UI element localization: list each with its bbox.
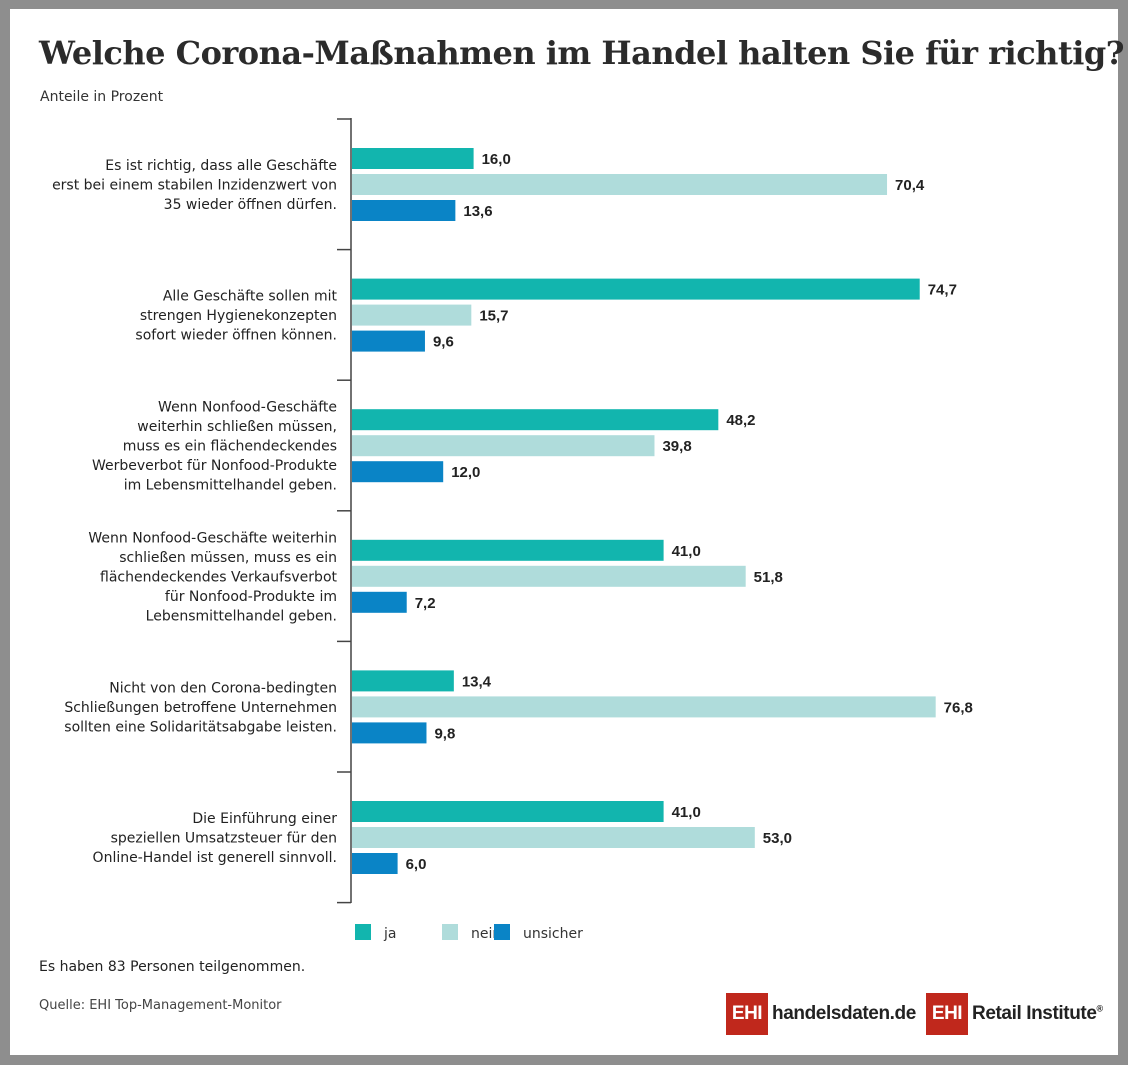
retail-institute-logo[interactable]: EHI Retail Institute® <box>926 993 1103 1035</box>
category-label: speziellen Umsatzsteuer für den <box>111 831 337 847</box>
bar-nein <box>352 435 655 457</box>
chart-title: Welche Corona-Maßnahmen im Handel halten… <box>39 34 1125 72</box>
data-label: 7,2 <box>415 595 436 612</box>
bar-ja <box>352 670 454 692</box>
retail-institute-text: Retail Institute <box>972 1003 1097 1024</box>
category-label: flächendeckendes Verkaufsverbot <box>100 569 337 585</box>
retail-institute-logo-text: Retail Institute® <box>972 1003 1103 1025</box>
source-note: Quelle: EHI Top-Management-Monitor <box>39 998 282 1013</box>
data-label: 9,8 <box>434 725 455 742</box>
data-label: 41,0 <box>672 804 701 821</box>
category-label: Lebensmittelhandel geben. <box>146 608 337 624</box>
data-label: 13,4 <box>462 673 492 690</box>
legend-label: nein <box>471 926 501 942</box>
bar-unsicher <box>352 591 407 613</box>
category-label: strengen Hygienekonzepten <box>140 308 337 324</box>
bar-ja <box>352 148 474 169</box>
data-label: 70,4 <box>895 177 925 194</box>
category-label: Alle Geschäfte sollen mit <box>163 289 338 305</box>
bar-ja <box>352 801 664 822</box>
handelsdaten-logo[interactable]: EHI handelsdaten.de <box>726 993 916 1035</box>
category-label: Schließungen betroffene Unternehmen <box>64 700 337 716</box>
bar-nein <box>352 565 746 587</box>
bar-unsicher <box>352 330 425 352</box>
data-label: 51,8 <box>754 569 783 586</box>
bar-nein <box>352 304 472 326</box>
data-label: 74,7 <box>928 282 957 299</box>
bar-nein <box>352 827 755 848</box>
data-label: 48,2 <box>726 412 755 429</box>
category-label: weiterhin schließen müssen, <box>137 419 337 435</box>
participants-note: Es haben 83 Personen teilgenommen. <box>39 959 306 975</box>
category-label: Wenn Nonfood-Geschäfte weiterhin <box>88 530 337 546</box>
legend-label: ja <box>383 926 396 942</box>
handelsdaten-logo-text: handelsdaten.de <box>772 1003 916 1024</box>
legend-swatch-ja <box>355 924 371 940</box>
bar-unsicher <box>352 200 456 221</box>
bar-unsicher <box>352 461 444 483</box>
data-label: 16,0 <box>482 151 511 168</box>
category-label: Online-Handel ist generell sinnvoll. <box>93 850 337 866</box>
category-label: sofort wieder öffnen können. <box>135 328 337 344</box>
category-label: im Lebensmittelhandel geben. <box>124 478 337 494</box>
bar-chart: Es ist richtig, dass alle Geschäfte erst … <box>52 118 973 942</box>
data-label: 12,0 <box>451 464 480 481</box>
chart-subtitle: Anteile in Prozent <box>40 89 164 105</box>
bar-nein <box>352 696 936 718</box>
category-label: Nicht von den Corona-bedingten <box>109 680 337 696</box>
category-label: Werbeverbot für Nonfood-Produkte <box>92 458 337 474</box>
bar-nein <box>352 174 888 195</box>
category-label: für Nonfood-Produkte im <box>165 589 337 605</box>
data-label: 6,0 <box>406 856 427 873</box>
category-label: Wenn Nonfood-Geschäfte <box>158 400 337 416</box>
bar-ja <box>352 539 664 561</box>
legend-label: unsicher <box>523 926 583 942</box>
data-label: 39,8 <box>662 438 691 455</box>
data-label: 9,6 <box>433 334 454 351</box>
data-label: 76,8 <box>944 699 973 716</box>
bar-unsicher <box>352 853 398 874</box>
category-label: 35 wieder öffnen dürfen. <box>164 197 337 213</box>
category-label: muss es ein flächendeckendes <box>123 439 337 455</box>
category-label: sollten eine Solidaritätsabgabe leisten. <box>64 719 337 735</box>
category-label: erst bei einem stabilen Inzidenzwert von <box>52 178 337 194</box>
legend-swatch-unsicher <box>494 924 510 940</box>
data-label: 41,0 <box>672 543 701 560</box>
ehi-logo-box: EHI <box>926 993 968 1035</box>
bar-ja <box>352 278 920 300</box>
category-label: schließen müssen, muss es ein <box>119 550 337 566</box>
registered-mark: ® <box>1096 1003 1104 1014</box>
category-label: Die Einführung einer <box>192 811 337 827</box>
legend-swatch-nein <box>442 924 458 940</box>
category-label: Es ist richtig, dass alle Geschäfte <box>105 158 337 174</box>
bar-unsicher <box>352 722 427 744</box>
data-label: 15,7 <box>479 308 508 325</box>
bar-ja <box>352 409 719 431</box>
data-label: 13,6 <box>463 203 492 220</box>
data-label: 53,0 <box>763 830 792 847</box>
ehi-logo-box: EHI <box>726 993 768 1035</box>
